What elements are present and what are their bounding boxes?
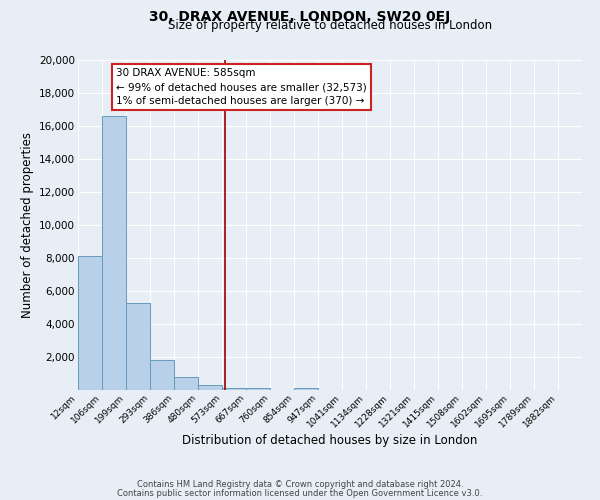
Bar — [198, 385, 222, 390]
Text: 30, DRAX AVENUE, LONDON, SW20 0EJ: 30, DRAX AVENUE, LONDON, SW20 0EJ — [149, 10, 451, 24]
Text: 30 DRAX AVENUE: 585sqm
← 99% of detached houses are smaller (32,573)
1% of semi-: 30 DRAX AVENUE: 585sqm ← 99% of detached… — [116, 68, 367, 106]
Bar — [78, 256, 102, 390]
Bar — [246, 388, 270, 390]
Text: Contains public sector information licensed under the Open Government Licence v3: Contains public sector information licen… — [118, 489, 482, 498]
Bar — [150, 360, 174, 390]
Bar — [126, 302, 150, 390]
Text: Contains HM Land Registry data © Crown copyright and database right 2024.: Contains HM Land Registry data © Crown c… — [137, 480, 463, 489]
Bar — [102, 116, 126, 390]
Bar — [174, 377, 198, 390]
Bar — [222, 388, 246, 390]
Bar — [294, 388, 318, 390]
X-axis label: Distribution of detached houses by size in London: Distribution of detached houses by size … — [182, 434, 478, 448]
Y-axis label: Number of detached properties: Number of detached properties — [20, 132, 34, 318]
Title: Size of property relative to detached houses in London: Size of property relative to detached ho… — [168, 20, 492, 32]
